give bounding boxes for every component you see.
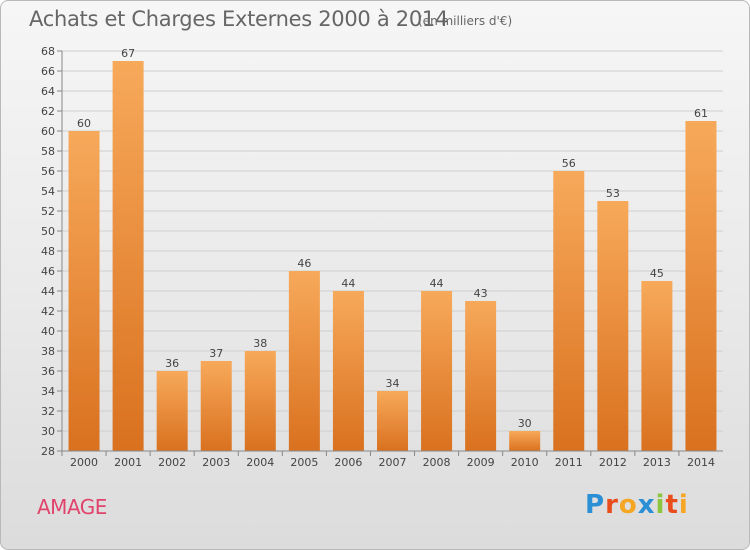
x-tick-label: 2001 bbox=[114, 456, 142, 469]
bar-value-label: 67 bbox=[121, 47, 135, 60]
bar-value-label: 36 bbox=[165, 357, 179, 370]
y-tick-label: 40 bbox=[41, 325, 55, 338]
bar-value-label: 43 bbox=[474, 287, 488, 300]
y-tick-label: 54 bbox=[41, 185, 55, 198]
chart-title: Achats et Charges Externes 2000 à 2014 bbox=[29, 7, 449, 31]
y-tick-label: 58 bbox=[41, 145, 55, 158]
bar bbox=[288, 271, 320, 451]
bar bbox=[156, 371, 188, 451]
y-tick-label: 36 bbox=[41, 365, 55, 378]
bar-value-label: 38 bbox=[253, 337, 267, 350]
y-tick-label: 42 bbox=[41, 305, 55, 318]
logo-letter: i bbox=[655, 490, 666, 520]
logo-letter: r bbox=[605, 490, 619, 520]
y-tick-label: 66 bbox=[41, 65, 55, 78]
bar bbox=[332, 291, 364, 451]
x-tick-label: 2005 bbox=[290, 456, 318, 469]
y-tick-label: 46 bbox=[41, 265, 55, 278]
logo-letter: o bbox=[618, 490, 638, 520]
bar-value-label: 61 bbox=[694, 107, 708, 120]
x-axis: 2000 2001 2002 2003 2004 2005 2006 2007 2008 2009… bbox=[61, 450, 723, 469]
x-tick-label: 2008 bbox=[423, 456, 451, 469]
bar bbox=[597, 201, 629, 451]
x-tick-label: 2010 bbox=[511, 456, 539, 469]
x-tick-label: 2007 bbox=[379, 456, 407, 469]
bar bbox=[244, 351, 276, 451]
y-tick-label: 34 bbox=[41, 385, 55, 398]
y-tick-label: 32 bbox=[41, 405, 55, 418]
x-tick-label: 2012 bbox=[599, 456, 627, 469]
y-tick-label: 62 bbox=[41, 105, 55, 118]
x-tick-label: 2014 bbox=[687, 456, 715, 469]
x-tick-label: 2009 bbox=[467, 456, 495, 469]
bar bbox=[465, 301, 497, 451]
x-tick-label: 2013 bbox=[643, 456, 671, 469]
bar-value-label: 44 bbox=[430, 277, 444, 290]
x-tick-label: 2006 bbox=[334, 456, 362, 469]
y-tick-label: 50 bbox=[41, 225, 55, 238]
logo-letter: i bbox=[678, 490, 689, 520]
commune-name: AMAGE bbox=[37, 495, 107, 519]
bar-value-label: 53 bbox=[606, 187, 620, 200]
y-tick-label: 44 bbox=[41, 285, 55, 298]
logo-letter: t bbox=[665, 490, 679, 520]
bar-value-label: 37 bbox=[209, 347, 223, 360]
proxiti-logo[interactable]: Proxiti bbox=[585, 490, 689, 520]
y-tick-label: 48 bbox=[41, 245, 55, 258]
bar bbox=[112, 61, 144, 451]
bar-value-label: 34 bbox=[386, 377, 400, 390]
bar-value-label: 46 bbox=[297, 257, 311, 270]
x-tick-label: 2000 bbox=[70, 456, 98, 469]
bar bbox=[68, 131, 100, 451]
bar-value-label: 56 bbox=[562, 157, 576, 170]
y-tick-label: 38 bbox=[41, 345, 55, 358]
logo-letter: x bbox=[637, 490, 656, 520]
bar bbox=[509, 431, 541, 451]
y-axis: 28 30 32 34 36 38 40 42 44 46 48 50 52 54 56 58 60 62 64 66… bbox=[41, 45, 63, 458]
bar bbox=[641, 281, 673, 451]
bar bbox=[685, 121, 717, 451]
bar bbox=[377, 391, 408, 451]
y-tick-label: 64 bbox=[41, 85, 55, 98]
bars: 60 67 36 37 38 46 44 34 44 43 30 56 53 45 61 bbox=[68, 47, 717, 451]
logo-letter: P bbox=[585, 490, 606, 520]
bar bbox=[553, 171, 585, 451]
bar-value-label: 44 bbox=[341, 277, 355, 290]
y-tick-label: 60 bbox=[41, 125, 55, 138]
x-tick-label: 2011 bbox=[555, 456, 583, 469]
bar bbox=[200, 361, 232, 451]
x-tick-label: 2003 bbox=[202, 456, 230, 469]
bar-value-label: 45 bbox=[650, 267, 664, 280]
bar-value-label: 60 bbox=[77, 117, 91, 130]
y-tick-label: 30 bbox=[41, 425, 55, 438]
bar-value-label: 30 bbox=[518, 417, 532, 430]
y-tick-label: 68 bbox=[41, 45, 55, 58]
chart-subtitle: (en milliers d'€) bbox=[418, 14, 513, 28]
y-tick-label: 28 bbox=[41, 445, 55, 458]
x-tick-label: 2002 bbox=[158, 456, 186, 469]
y-tick-label: 56 bbox=[41, 165, 55, 178]
bar bbox=[421, 291, 453, 451]
y-tick-label: 52 bbox=[41, 205, 55, 218]
x-tick-label: 2004 bbox=[246, 456, 274, 469]
